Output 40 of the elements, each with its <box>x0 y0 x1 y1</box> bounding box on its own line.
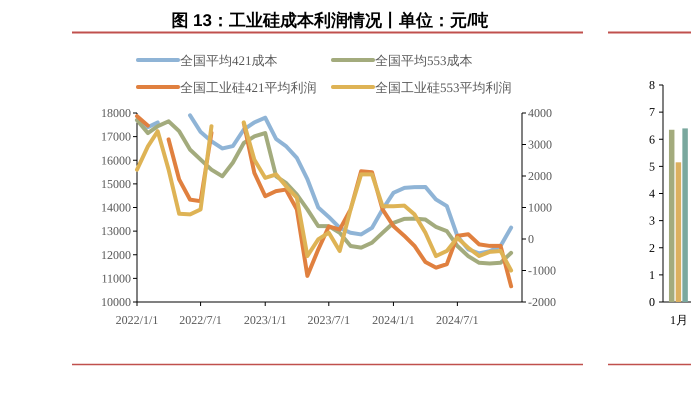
bar <box>676 162 682 302</box>
y2-tick-label: -2000 <box>528 295 556 309</box>
y-tick-label: 12000 <box>101 248 131 262</box>
y-tick-label: 18000 <box>101 106 131 120</box>
legend-label: 全国工业硅421平均利润 <box>180 80 316 95</box>
y-tick-label: 1 <box>649 268 655 282</box>
legend-label: 全国平均553成本 <box>375 53 472 68</box>
x-tick-label: 2024/7/1 <box>436 313 479 327</box>
y-tick-label: 3 <box>649 214 655 228</box>
x-tick-label: 2024/1/1 <box>372 313 415 327</box>
y-tick-label: 8 <box>649 78 655 92</box>
x-tick-label: 2022/7/1 <box>179 313 222 327</box>
bar <box>682 128 688 302</box>
x-tick-label: 2022/1/1 <box>116 313 158 327</box>
x-tick-label: 1月 <box>670 313 688 327</box>
y-tick-label: 10000 <box>101 295 131 309</box>
legend-label: 全国工业硅553平均利润 <box>375 80 512 95</box>
y2-tick-label: 1000 <box>528 200 552 214</box>
y-tick-label: 17000 <box>101 130 131 144</box>
y-tick-label: 7 <box>649 105 655 120</box>
y-tick-label: 2 <box>649 240 655 255</box>
y-tick-label: 14000 <box>101 200 131 214</box>
bar <box>668 130 674 302</box>
y-tick-label: 13000 <box>101 224 131 238</box>
y2-tick-label: 4000 <box>528 106 552 120</box>
y-tick-label: 11000 <box>101 271 131 286</box>
y2-tick-label: -1000 <box>528 264 556 278</box>
y-tick-label: 16000 <box>101 153 131 168</box>
legend-label: 全国平均421成本 <box>180 53 278 68</box>
chart-title: 图 13：工业硅成本利润情况丨单位：元/吨 <box>171 11 489 30</box>
x-tick-label: 2023/7/1 <box>307 313 350 327</box>
y-tick-label: 5 <box>649 159 655 174</box>
y-tick-label: 6 <box>649 132 655 146</box>
y2-tick-label: 0 <box>528 232 534 246</box>
y-tick-label: 0 <box>649 295 655 309</box>
y2-tick-label: 2000 <box>528 169 552 183</box>
y2-tick-label: 3000 <box>528 138 552 152</box>
y-tick-label: 4 <box>649 186 655 200</box>
y-tick-label: 15000 <box>101 176 131 191</box>
x-tick-label: 2023/1/1 <box>244 313 287 327</box>
